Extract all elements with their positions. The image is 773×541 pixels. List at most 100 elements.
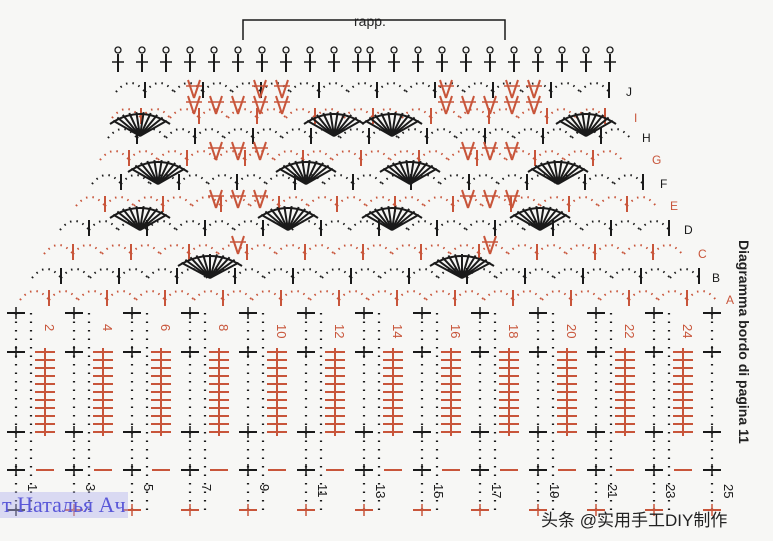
- chain-arc: [165, 128, 196, 139]
- fan-arc: [109, 113, 171, 125]
- chain-arc: [391, 244, 422, 255]
- picot-loop: [438, 46, 446, 54]
- v-stitch: [259, 95, 267, 115]
- chain-arc: [19, 290, 50, 301]
- chain-arc: [89, 268, 120, 279]
- v-stitch: [259, 79, 267, 99]
- v-stitch: [533, 95, 541, 115]
- fan-stitch: [585, 112, 598, 137]
- picot-loop: [390, 46, 398, 54]
- row-label: E: [670, 199, 678, 213]
- fan-stitch: [305, 160, 318, 185]
- chain-arc: [333, 244, 364, 255]
- row-label: G: [652, 153, 661, 167]
- chain-arc: [439, 174, 470, 185]
- chain-arc: [302, 150, 333, 161]
- fan-stitch: [528, 206, 541, 231]
- picot-loop: [354, 46, 362, 54]
- chain-arc: [360, 150, 391, 161]
- fan-stitch: [135, 205, 141, 231]
- fan-arc: [509, 207, 571, 219]
- column-number: 20: [564, 324, 579, 338]
- v-stitch: [467, 141, 475, 161]
- v-stitch: [511, 95, 519, 115]
- v-stitch: [231, 141, 239, 161]
- chain-arc: [426, 128, 457, 139]
- fan-stitch: [140, 162, 159, 185]
- column-number: 6: [158, 324, 173, 331]
- fan-stitch: [189, 256, 211, 279]
- chain-arc: [420, 244, 451, 255]
- chain-arc: [352, 174, 383, 185]
- v-stitch: [489, 235, 497, 255]
- fan-stitch: [557, 160, 570, 185]
- fan-stitch: [195, 255, 211, 279]
- v-stitch: [237, 141, 245, 161]
- fan-arc: [303, 113, 365, 125]
- chain-arc: [263, 268, 294, 279]
- chain-arc: [465, 220, 496, 231]
- chain-arc: [463, 82, 494, 93]
- column-number: 25: [721, 484, 736, 498]
- column-number: 14: [390, 324, 405, 338]
- chain-arc: [524, 268, 555, 279]
- fan-stitch: [539, 206, 552, 231]
- chain-arc: [581, 220, 612, 231]
- fan-stitch: [557, 159, 563, 185]
- chain-arc: [278, 196, 309, 207]
- chain-arc: [623, 244, 654, 255]
- chain-arc: [365, 196, 396, 207]
- fan-stitch: [380, 206, 393, 231]
- fan-stitch: [333, 112, 346, 137]
- column-number: 18: [506, 324, 521, 338]
- chain-arc: [178, 174, 209, 185]
- chain-arc: [320, 220, 351, 231]
- v-stitch: [461, 95, 469, 115]
- chain-arc: [565, 244, 596, 255]
- fan-stitch: [139, 213, 168, 231]
- fan-stitch: [391, 213, 420, 231]
- chain-arc: [331, 150, 362, 161]
- chain-arc: [159, 244, 190, 255]
- chain-arc: [72, 244, 103, 255]
- picot-loop: [282, 46, 290, 54]
- column-number: 22: [622, 324, 637, 338]
- chain-arc: [592, 150, 623, 161]
- chain-arc: [31, 268, 62, 279]
- chain-arc: [338, 290, 369, 301]
- fan-stitch: [374, 208, 393, 231]
- chain-arc: [144, 82, 175, 93]
- column-number: 23: [663, 484, 678, 498]
- column-number: 17: [489, 484, 504, 498]
- fan-stitch: [209, 254, 218, 279]
- picot-loop: [330, 46, 338, 54]
- v-stitch: [461, 189, 469, 209]
- chain-arc: [222, 290, 253, 301]
- chain-arc: [118, 268, 149, 279]
- chain-arc: [188, 244, 219, 255]
- v-stitch: [483, 235, 491, 255]
- column-number: 13: [373, 484, 388, 498]
- chain-arc: [234, 268, 265, 279]
- fan-stitch: [585, 111, 591, 137]
- chain-arc: [285, 108, 316, 119]
- fan-stitch: [553, 159, 559, 185]
- v-stitch: [483, 141, 491, 161]
- chain-arc: [579, 82, 610, 93]
- chain-arc: [570, 290, 601, 301]
- chain-arc: [223, 128, 254, 139]
- chain-arc: [483, 290, 514, 301]
- chain-arc: [227, 108, 258, 119]
- fan-arc: [257, 207, 319, 219]
- v-stitch: [439, 79, 447, 99]
- v-stitch: [483, 189, 491, 209]
- chain-arc: [512, 290, 543, 301]
- chain-arc: [77, 290, 108, 301]
- chain-arc: [497, 174, 528, 185]
- column-number: 16: [448, 324, 463, 338]
- fan-stitch: [157, 167, 186, 185]
- chain-arc: [349, 220, 380, 231]
- column-number: 8: [216, 324, 231, 331]
- v-stitch: [187, 95, 195, 115]
- fan-stitch: [122, 208, 141, 231]
